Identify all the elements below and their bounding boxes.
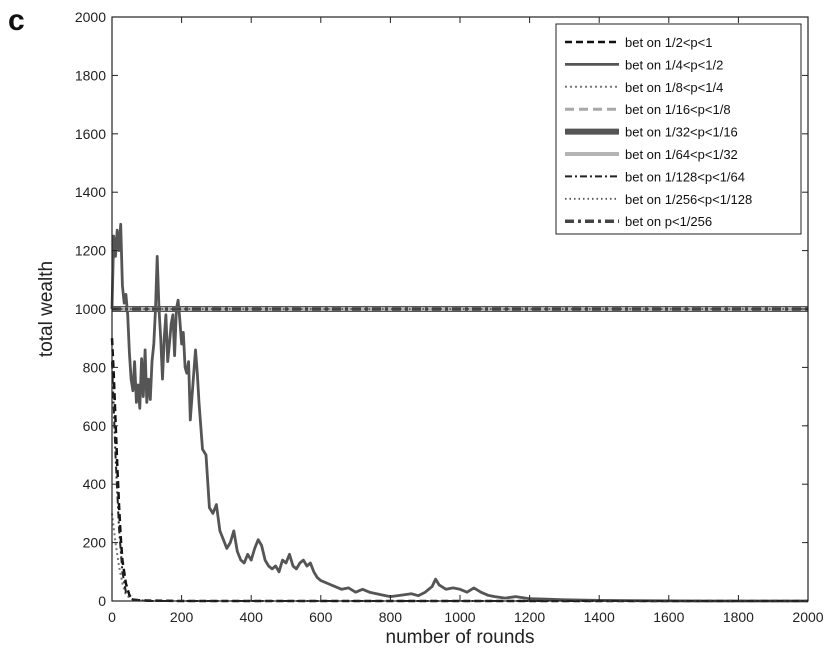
y-tick-label: 600 <box>83 418 107 434</box>
legend-label-1: bet on 1/2<p<1 <box>625 35 712 50</box>
legend-label-9: bet on p<1/256 <box>625 214 712 229</box>
x-tick-label: 1800 <box>723 609 754 625</box>
series-line-2 <box>110 222 808 603</box>
panel-label: c <box>8 4 25 37</box>
x-tick-label: 0 <box>108 609 116 625</box>
x-tick-label: 1400 <box>584 609 615 625</box>
legend-label-3: bet on 1/8<p<1/4 <box>625 80 723 95</box>
legend-label-6: bet on 1/64<p<1/32 <box>625 147 738 162</box>
x-tick-label: 1600 <box>653 609 684 625</box>
y-axis-label: total wealth <box>36 261 57 357</box>
series-line-1 <box>110 338 808 603</box>
x-tick-label: 2000 <box>792 609 823 625</box>
x-tick-label: 1000 <box>444 609 475 625</box>
series-line-7 <box>111 361 808 602</box>
y-tick-label: 1800 <box>75 67 106 83</box>
legend-label-4: bet on 1/16<p<1/8 <box>625 102 731 117</box>
legend-label-8: bet on 1/256<p<1/128 <box>625 192 752 207</box>
legend-label-5: bet on 1/32<p<1/16 <box>625 125 738 140</box>
y-tick-label: 800 <box>83 359 107 375</box>
y-tick-label: 200 <box>83 535 107 551</box>
x-tick-label: 600 <box>309 609 333 625</box>
y-tick-label: 1600 <box>75 126 106 142</box>
y-tick-label: 400 <box>83 476 107 492</box>
legend-label-7: bet on 1/128<p<1/64 <box>625 169 745 184</box>
x-tick-label: 1200 <box>514 609 545 625</box>
y-tick-label: 1000 <box>75 301 106 317</box>
y-tick-label: 1200 <box>75 243 106 259</box>
x-tick-label: 800 <box>379 609 403 625</box>
y-tick-label: 1400 <box>75 184 106 200</box>
x-axis-label: number of rounds <box>386 627 535 648</box>
plot-marks <box>110 222 808 603</box>
y-tick-label: 0 <box>98 593 106 609</box>
legend-label-2: bet on 1/4<p<1/2 <box>625 57 723 72</box>
series-line-3 <box>111 513 808 602</box>
legend: bet on 1/2<p<1 bet on 1/4<p<1/2 bet on 1/8… <box>555 23 802 235</box>
x-tick-label: 200 <box>170 609 194 625</box>
axis-ticks: 0 200 400 600 800 1000 1200 1400 1600 1800 2000 0 20… <box>75 9 824 625</box>
x-tick-label: 400 <box>240 609 264 625</box>
y-tick-label: 2000 <box>75 9 106 25</box>
